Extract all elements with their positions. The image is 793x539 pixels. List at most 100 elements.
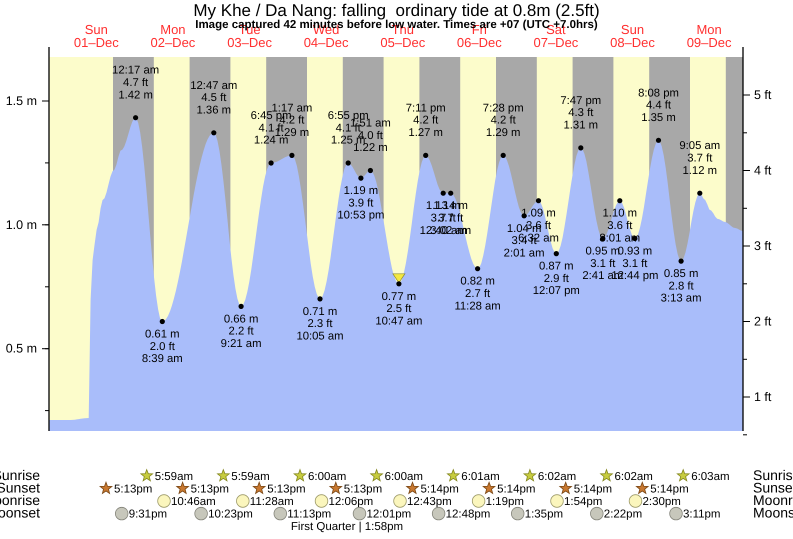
svg-text:1.31 m: 1.31 m xyxy=(564,120,599,132)
svg-text:1.36 m: 1.36 m xyxy=(197,104,232,116)
svg-text:5 ft: 5 ft xyxy=(754,88,772,102)
svg-text:Moonset: Moonset xyxy=(753,505,793,521)
svg-text:2:22pm: 2:22pm xyxy=(604,509,642,521)
svg-text:9:21 am: 9:21 am xyxy=(221,338,262,350)
svg-text:6:03am: 6:03am xyxy=(691,471,729,483)
svg-text:5:59am: 5:59am xyxy=(155,471,193,483)
svg-text:2.9 ft: 2.9 ft xyxy=(544,273,570,285)
svg-text:0.66 m: 0.66 m xyxy=(224,313,259,325)
svg-text:6:32 am: 6:32 am xyxy=(518,232,559,244)
svg-text:4.2 ft: 4.2 ft xyxy=(491,115,517,127)
svg-text:7:28 pm: 7:28 pm xyxy=(483,102,524,114)
svg-text:5:14pm: 5:14pm xyxy=(497,483,535,495)
svg-text:0.61 m: 0.61 m xyxy=(145,329,180,341)
svg-text:4.2 ft: 4.2 ft xyxy=(413,115,439,127)
svg-text:2.5 ft: 2.5 ft xyxy=(386,303,412,315)
svg-text:12:06pm: 12:06pm xyxy=(329,496,374,508)
svg-text:9:05 am: 9:05 am xyxy=(679,140,720,152)
svg-text:08–Dec: 08–Dec xyxy=(610,35,655,50)
svg-text:5:14pm: 5:14pm xyxy=(650,483,688,495)
svg-text:12:07 pm: 12:07 pm xyxy=(533,285,580,297)
svg-text:2:01 am: 2:01 am xyxy=(504,247,545,259)
svg-text:1:51 am: 1:51 am xyxy=(350,118,391,130)
svg-text:1 ft: 1 ft xyxy=(754,390,772,404)
svg-text:4 ft: 4 ft xyxy=(754,164,772,178)
svg-text:2.8 ft: 2.8 ft xyxy=(669,280,695,292)
svg-text:1:17 am: 1:17 am xyxy=(271,102,312,114)
svg-text:5:59am: 5:59am xyxy=(231,471,269,483)
svg-text:1:54pm: 1:54pm xyxy=(564,496,602,508)
svg-text:8:39 am: 8:39 am xyxy=(142,353,183,365)
svg-text:10:23pm: 10:23pm xyxy=(208,509,253,521)
svg-text:06–Dec: 06–Dec xyxy=(457,35,502,50)
svg-text:4.7 ft: 4.7 ft xyxy=(123,77,149,89)
svg-text:12:17 am: 12:17 am xyxy=(112,65,159,77)
svg-text:Moonset: Moonset xyxy=(0,505,40,521)
svg-text:11:13pm: 11:13pm xyxy=(287,509,331,521)
svg-text:0.85 m: 0.85 m xyxy=(664,268,699,280)
svg-text:5:13pm: 5:13pm xyxy=(114,483,152,495)
svg-text:11:28am: 11:28am xyxy=(250,496,294,508)
svg-text:2.2 ft: 2.2 ft xyxy=(229,326,255,338)
svg-text:2.3 ft: 2.3 ft xyxy=(307,318,333,330)
svg-text:3.7 ft: 3.7 ft xyxy=(687,153,713,165)
svg-text:First Quarter | 1:58pm: First Quarter | 1:58pm xyxy=(291,521,403,533)
svg-text:12:01pm: 12:01pm xyxy=(367,509,412,521)
svg-text:1.27 m: 1.27 m xyxy=(408,127,443,139)
svg-text:5:13pm: 5:13pm xyxy=(191,483,229,495)
svg-text:5:14pm: 5:14pm xyxy=(574,483,612,495)
svg-text:10:46am: 10:46am xyxy=(171,496,216,508)
svg-text:0.71 m: 0.71 m xyxy=(303,306,338,318)
svg-text:6:02am: 6:02am xyxy=(538,471,576,483)
svg-text:2.7 ft: 2.7 ft xyxy=(465,288,491,300)
svg-text:07–Dec: 07–Dec xyxy=(533,35,578,50)
svg-text:1.29 m: 1.29 m xyxy=(275,127,310,139)
svg-text:02–Dec: 02–Dec xyxy=(150,35,195,50)
svg-text:4.4 ft: 4.4 ft xyxy=(646,100,672,112)
svg-text:7:11 pm: 7:11 pm xyxy=(406,102,446,114)
svg-text:My Khe / Da Nang: falling ord: My Khe / Da Nang: falling ordinary tide … xyxy=(193,1,599,20)
svg-text:3:02 am: 3:02 am xyxy=(430,225,471,237)
svg-text:0.95 m: 0.95 m xyxy=(586,246,621,258)
svg-text:5:13pm: 5:13pm xyxy=(344,483,382,495)
svg-text:0.5 m: 0.5 m xyxy=(6,342,37,356)
svg-text:1.19 m: 1.19 m xyxy=(344,185,379,197)
svg-text:1.14 m: 1.14 m xyxy=(433,200,468,212)
svg-text:10:05 am: 10:05 am xyxy=(296,331,343,343)
svg-text:3.6 ft: 3.6 ft xyxy=(607,220,633,232)
svg-text:9:31pm: 9:31pm xyxy=(129,509,167,521)
svg-text:2:30pm: 2:30pm xyxy=(643,496,681,508)
svg-text:3:11pm: 3:11pm xyxy=(683,509,721,521)
svg-text:1.12 m: 1.12 m xyxy=(683,165,718,177)
svg-text:2 ft: 2 ft xyxy=(754,315,772,329)
svg-text:3.1 ft: 3.1 ft xyxy=(590,258,616,270)
svg-text:3.1 ft: 3.1 ft xyxy=(622,258,648,270)
svg-text:8:08 pm: 8:08 pm xyxy=(638,87,679,99)
svg-text:05–Dec: 05–Dec xyxy=(380,35,425,50)
svg-text:3:13 am: 3:13 am xyxy=(661,293,702,305)
svg-text:3 ft: 3 ft xyxy=(754,239,772,253)
svg-text:10:47 am: 10:47 am xyxy=(375,315,422,327)
svg-text:1.42 m: 1.42 m xyxy=(118,89,153,101)
svg-text:01–Dec: 01–Dec xyxy=(74,35,119,50)
svg-text:11:28 am: 11:28 am xyxy=(454,300,500,312)
svg-text:04–Dec: 04–Dec xyxy=(304,35,349,50)
svg-text:4.5 ft: 4.5 ft xyxy=(201,92,227,104)
svg-text:1:35pm: 1:35pm xyxy=(525,509,563,521)
svg-text:03–Dec: 03–Dec xyxy=(227,35,272,50)
svg-text:1.10 m: 1.10 m xyxy=(603,208,638,220)
svg-text:1.09 m: 1.09 m xyxy=(521,208,556,220)
svg-text:2.0 ft: 2.0 ft xyxy=(150,341,176,353)
svg-text:0.77 m: 0.77 m xyxy=(382,291,417,303)
svg-text:6:00am: 6:00am xyxy=(308,471,346,483)
svg-text:0.87 m: 0.87 m xyxy=(539,261,574,273)
svg-text:3.6 ft: 3.6 ft xyxy=(526,220,552,232)
svg-text:0.82 m: 0.82 m xyxy=(460,276,495,288)
svg-text:5:14pm: 5:14pm xyxy=(421,483,459,495)
svg-text:7:47 pm: 7:47 pm xyxy=(560,95,601,107)
svg-text:12:43pm: 12:43pm xyxy=(407,496,452,508)
svg-text:1.5 m: 1.5 m xyxy=(6,94,37,108)
svg-text:4.3 ft: 4.3 ft xyxy=(568,107,594,119)
svg-text:12:48pm: 12:48pm xyxy=(446,509,491,521)
svg-text:Image captured 42 minutes befo: Image captured 42 minutes before low wat… xyxy=(195,19,598,31)
